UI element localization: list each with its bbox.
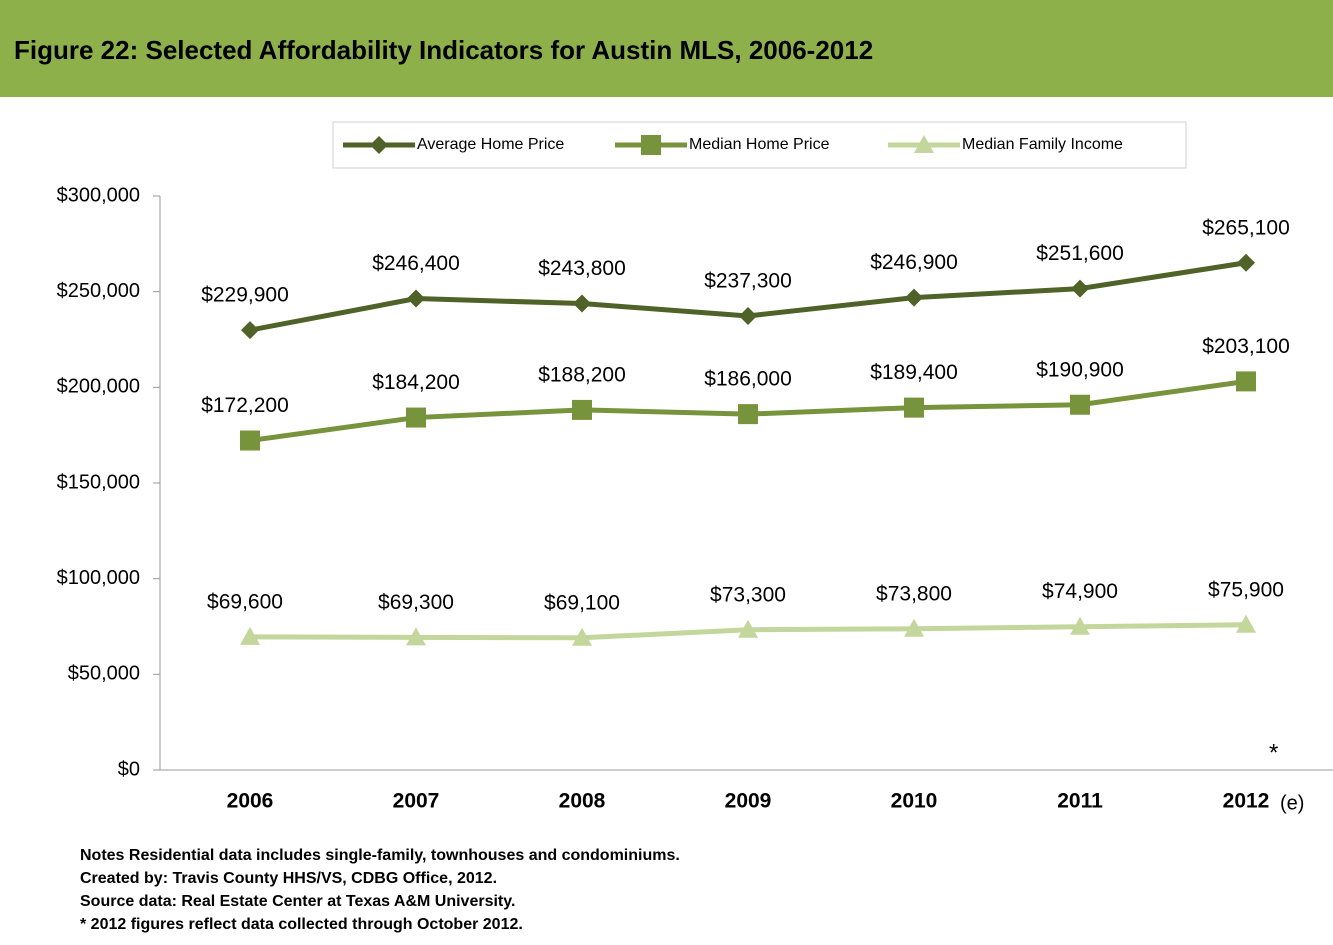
legend-marker: [641, 135, 661, 155]
data-label: $69,600: [207, 590, 283, 613]
data-point: [1071, 279, 1089, 298]
data-label: $172,200: [201, 394, 289, 417]
note: Source data: Real Estate Center at Texas…: [80, 893, 515, 910]
y-tick-label: $150,000: [57, 471, 140, 493]
data-label: $189,400: [870, 361, 958, 384]
legend-marker: [914, 135, 934, 153]
y-tick-label: $250,000: [57, 280, 140, 302]
data-point: [572, 399, 592, 420]
data-label: $186,000: [704, 368, 792, 391]
data-point: [1070, 394, 1090, 415]
data-point: [406, 627, 426, 646]
data-label: $69,100: [544, 591, 620, 614]
data-point: [406, 407, 426, 428]
data-label: $237,300: [704, 270, 792, 293]
data-label: $184,200: [372, 371, 460, 394]
y-tick-label: $200,000: [57, 376, 140, 398]
x-tick-label: 2006: [227, 790, 274, 813]
x-tick-label: 2012: [1223, 790, 1270, 813]
data-point: [240, 626, 260, 645]
data-point: [573, 294, 591, 313]
legend-label: Median Family Income: [962, 136, 1123, 153]
data-point: [241, 321, 259, 340]
data-point: [739, 306, 757, 325]
data-label: $73,300: [710, 583, 786, 606]
data-point: [407, 289, 425, 308]
data-point: [1236, 614, 1256, 633]
data-label: $188,200: [538, 363, 626, 386]
data-label: $265,100: [1202, 216, 1290, 239]
data-label: $190,900: [1036, 358, 1124, 381]
legend-label: Median Home Price: [689, 136, 830, 153]
y-tick-label: $100,000: [57, 567, 140, 589]
data-point: [1070, 616, 1090, 635]
data-point: [1236, 371, 1256, 392]
data-label: $229,900: [201, 284, 289, 307]
data-point: [240, 430, 260, 451]
data-label: $243,800: [538, 257, 626, 280]
data-point: [904, 397, 924, 418]
data-point: [572, 627, 592, 646]
data-label: $75,900: [1208, 578, 1284, 601]
data-point: [904, 618, 924, 637]
y-tick-label: $300,000: [57, 184, 140, 206]
y-tick-label: $0: [118, 758, 140, 780]
data-label: $73,800: [876, 582, 952, 605]
legend-box: [332, 121, 1187, 169]
data-point: [738, 404, 758, 425]
data-label: $69,300: [378, 591, 454, 614]
data-point: [738, 619, 758, 638]
x-tick-label: 2011: [1057, 790, 1103, 813]
annotation: *: [1269, 739, 1278, 766]
chart-title: Figure 22: Selected Affordability Indica…: [14, 35, 873, 65]
data-label: $246,900: [870, 251, 958, 274]
data-label: $74,900: [1042, 580, 1118, 603]
note: Notes Residential data includes single-f…: [80, 847, 680, 864]
annotation: (e): [1280, 792, 1304, 814]
data-label: $246,400: [372, 252, 460, 275]
y-tick-label: $50,000: [68, 663, 140, 685]
data-label: $203,100: [1202, 335, 1290, 358]
data-label: $251,600: [1036, 242, 1124, 265]
x-tick-label: 2007: [393, 790, 440, 813]
note: Created by: Travis County HHS/VS, CDBG O…: [80, 870, 497, 887]
header-band: [0, 0, 1333, 97]
legend-marker: [370, 136, 388, 154]
x-tick-label: 2010: [891, 790, 938, 813]
note: * 2012 figures reflect data collected th…: [80, 916, 523, 933]
data-point: [1237, 253, 1255, 272]
data-point: [905, 288, 923, 307]
x-tick-label: 2009: [725, 790, 772, 813]
legend-label: Average Home Price: [417, 136, 564, 153]
x-tick-label: 2008: [559, 790, 606, 813]
